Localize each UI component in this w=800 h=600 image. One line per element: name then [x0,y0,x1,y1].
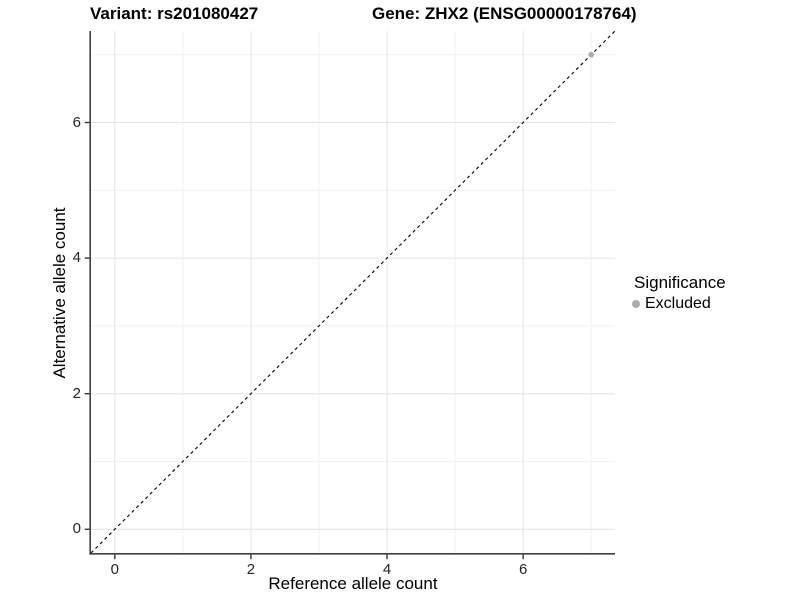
y-tick-label: 2 [72,384,81,402]
y-tick-label: 0 [72,520,81,538]
x-tick-label: 6 [518,561,528,578]
legend-title: Significance [634,273,726,292]
legend-items: Excluded [632,295,726,313]
y-axis-title: Alternative allele count [50,207,69,379]
identity-line [90,30,616,554]
legend-item-label: Excluded [645,295,711,312]
x-tick-label: 4 [382,561,392,578]
plot-title-variant: Variant: rs201080427 [90,4,259,23]
legend-item: Excluded [632,295,726,313]
x-tick-label: 2 [246,561,256,578]
y-tick-label: 6 [72,113,81,131]
legend-marker-circle-icon [632,300,640,308]
x-axis-title: Reference allele count [268,574,438,593]
x-tick-label: 0 [110,561,119,578]
y-tick-label: 4 [72,249,81,267]
plot-title-gene: Gene: ZHX2 (ENSG00000178764) [372,4,637,23]
legend: Significance Excluded [632,273,726,313]
data-point [588,51,594,58]
